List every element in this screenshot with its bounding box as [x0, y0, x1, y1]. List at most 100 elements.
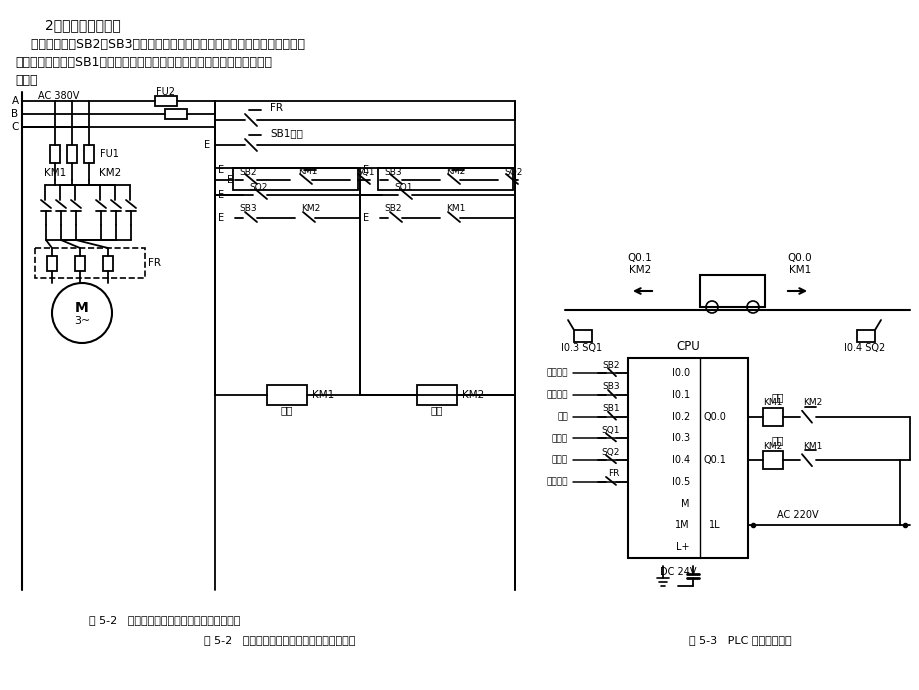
Bar — [103, 256, 113, 271]
Text: E: E — [204, 140, 210, 150]
Text: SB3: SB3 — [239, 204, 256, 213]
Text: KM2: KM2 — [763, 442, 782, 451]
Text: 1M: 1M — [675, 520, 689, 531]
Text: E: E — [218, 213, 224, 223]
Text: KM1: KM1 — [312, 390, 334, 400]
Text: SQ2: SQ2 — [250, 182, 268, 192]
Text: FR: FR — [148, 258, 161, 268]
Bar — [233, 168, 357, 190]
Text: KM1: KM1 — [763, 398, 782, 407]
Text: SQ1: SQ1 — [357, 168, 375, 177]
Text: FU2: FU2 — [156, 87, 176, 97]
Text: SQ1: SQ1 — [601, 426, 619, 435]
Text: AC 220V: AC 220V — [777, 511, 818, 520]
Text: KM1: KM1 — [44, 168, 66, 178]
Text: M: M — [681, 499, 689, 509]
Text: I0.5: I0.5 — [671, 477, 689, 487]
Text: Q0.0: Q0.0 — [787, 253, 811, 263]
Text: SQ2: SQ2 — [505, 168, 523, 177]
Bar — [47, 256, 57, 271]
Text: 热继电器: 热继电器 — [546, 477, 567, 486]
Text: SB2: SB2 — [602, 361, 619, 370]
Bar — [75, 256, 85, 271]
Text: I0.3: I0.3 — [671, 433, 689, 444]
Text: FR: FR — [608, 469, 619, 478]
Bar — [628, 358, 747, 558]
Text: 右限位: 右限位 — [551, 455, 567, 464]
Text: SB1: SB1 — [602, 404, 619, 413]
Text: SB3: SB3 — [602, 382, 619, 391]
Text: 左行起动: 左行起动 — [546, 391, 567, 400]
Text: C: C — [11, 122, 18, 132]
Text: Q0.1: Q0.1 — [703, 455, 726, 465]
Text: KM2: KM2 — [98, 168, 121, 178]
Text: I0.4: I0.4 — [671, 455, 689, 465]
Text: 左限位: 左限位 — [551, 434, 567, 443]
Bar — [762, 451, 782, 469]
Text: KM1: KM1 — [788, 265, 811, 275]
Text: E: E — [227, 175, 233, 185]
Bar — [67, 145, 77, 163]
Bar — [50, 145, 60, 163]
Text: Q0.1: Q0.1 — [627, 253, 652, 263]
Text: I0.4 SQ2: I0.4 SQ2 — [844, 343, 885, 353]
Text: B: B — [11, 109, 18, 119]
Text: FU1: FU1 — [100, 149, 119, 159]
Text: 图 5-2   小车自动往返运动的继电器控制电路图: 图 5-2 小车自动往返运动的继电器控制电路图 — [204, 635, 356, 645]
Bar — [699, 275, 765, 307]
Text: E: E — [363, 213, 369, 223]
Text: 左行。: 左行。 — [15, 74, 38, 87]
Text: E: E — [218, 190, 224, 200]
Bar — [35, 248, 145, 278]
Text: E: E — [218, 165, 224, 175]
Text: KM1: KM1 — [802, 442, 822, 451]
Text: SB1停车: SB1停车 — [269, 128, 302, 138]
Bar — [165, 109, 187, 119]
Text: KM1: KM1 — [298, 166, 317, 175]
Text: 图 5-3   PLC 的外部接线图: 图 5-3 PLC 的外部接线图 — [688, 635, 790, 645]
Text: KM2: KM2 — [461, 390, 483, 400]
Bar — [762, 408, 782, 426]
Text: I0.0: I0.0 — [671, 368, 689, 378]
Text: SQ1: SQ1 — [394, 182, 413, 192]
Text: CPU: CPU — [675, 339, 699, 353]
Text: KM1: KM1 — [446, 204, 465, 213]
Bar — [267, 385, 307, 405]
Text: 按下起动按钮SB2或SB3，要求小车在左、右限位开关之间不停地循环往返，: 按下起动按钮SB2或SB3，要求小车在左、右限位开关之间不停地循环往返， — [15, 38, 305, 51]
Bar — [857, 330, 874, 342]
Text: 图 5-2   小车自动往返运动的继电器控制电路图: 图 5-2 小车自动往返运动的继电器控制电路图 — [89, 615, 241, 625]
Text: L+: L+ — [675, 542, 689, 552]
Text: A: A — [11, 96, 18, 106]
Text: 直到按下停车按钮SB1。用分开的两个起保停电路来分别控制小车的右行和: 直到按下停车按钮SB1。用分开的两个起保停电路来分别控制小车的右行和 — [15, 56, 272, 69]
Text: KM2: KM2 — [301, 204, 321, 213]
Text: SB3: SB3 — [384, 168, 402, 177]
Text: SB2: SB2 — [384, 204, 402, 213]
Text: Q0.0: Q0.0 — [703, 412, 726, 422]
Bar — [84, 145, 94, 163]
Text: 左行: 左行 — [430, 405, 443, 415]
Text: 停车: 停车 — [557, 412, 567, 421]
Bar — [573, 330, 591, 342]
Text: KM2: KM2 — [802, 398, 822, 407]
Bar — [378, 168, 513, 190]
Text: 左行: 左行 — [771, 435, 783, 445]
Text: I0.2: I0.2 — [671, 412, 689, 422]
Bar — [416, 385, 457, 405]
Text: SQ2: SQ2 — [601, 448, 619, 457]
Text: KM2: KM2 — [629, 265, 651, 275]
Text: I0.3 SQ1: I0.3 SQ1 — [561, 343, 602, 353]
Text: 右行: 右行 — [771, 392, 783, 402]
Text: I0.1: I0.1 — [671, 390, 689, 400]
Text: 3~: 3~ — [74, 316, 90, 326]
Text: 2．经验设计法举例: 2．经验设计法举例 — [45, 18, 120, 32]
Text: FR: FR — [269, 103, 283, 113]
Text: SB2: SB2 — [239, 168, 256, 177]
Text: KM2: KM2 — [446, 166, 465, 175]
Text: E: E — [363, 165, 369, 175]
Text: M: M — [75, 301, 89, 315]
Bar — [154, 96, 176, 106]
Text: 1L: 1L — [709, 520, 720, 531]
Text: AC 380V: AC 380V — [38, 91, 79, 101]
Text: DC 24V: DC 24V — [659, 567, 696, 577]
Text: 右行: 右行 — [280, 405, 293, 415]
